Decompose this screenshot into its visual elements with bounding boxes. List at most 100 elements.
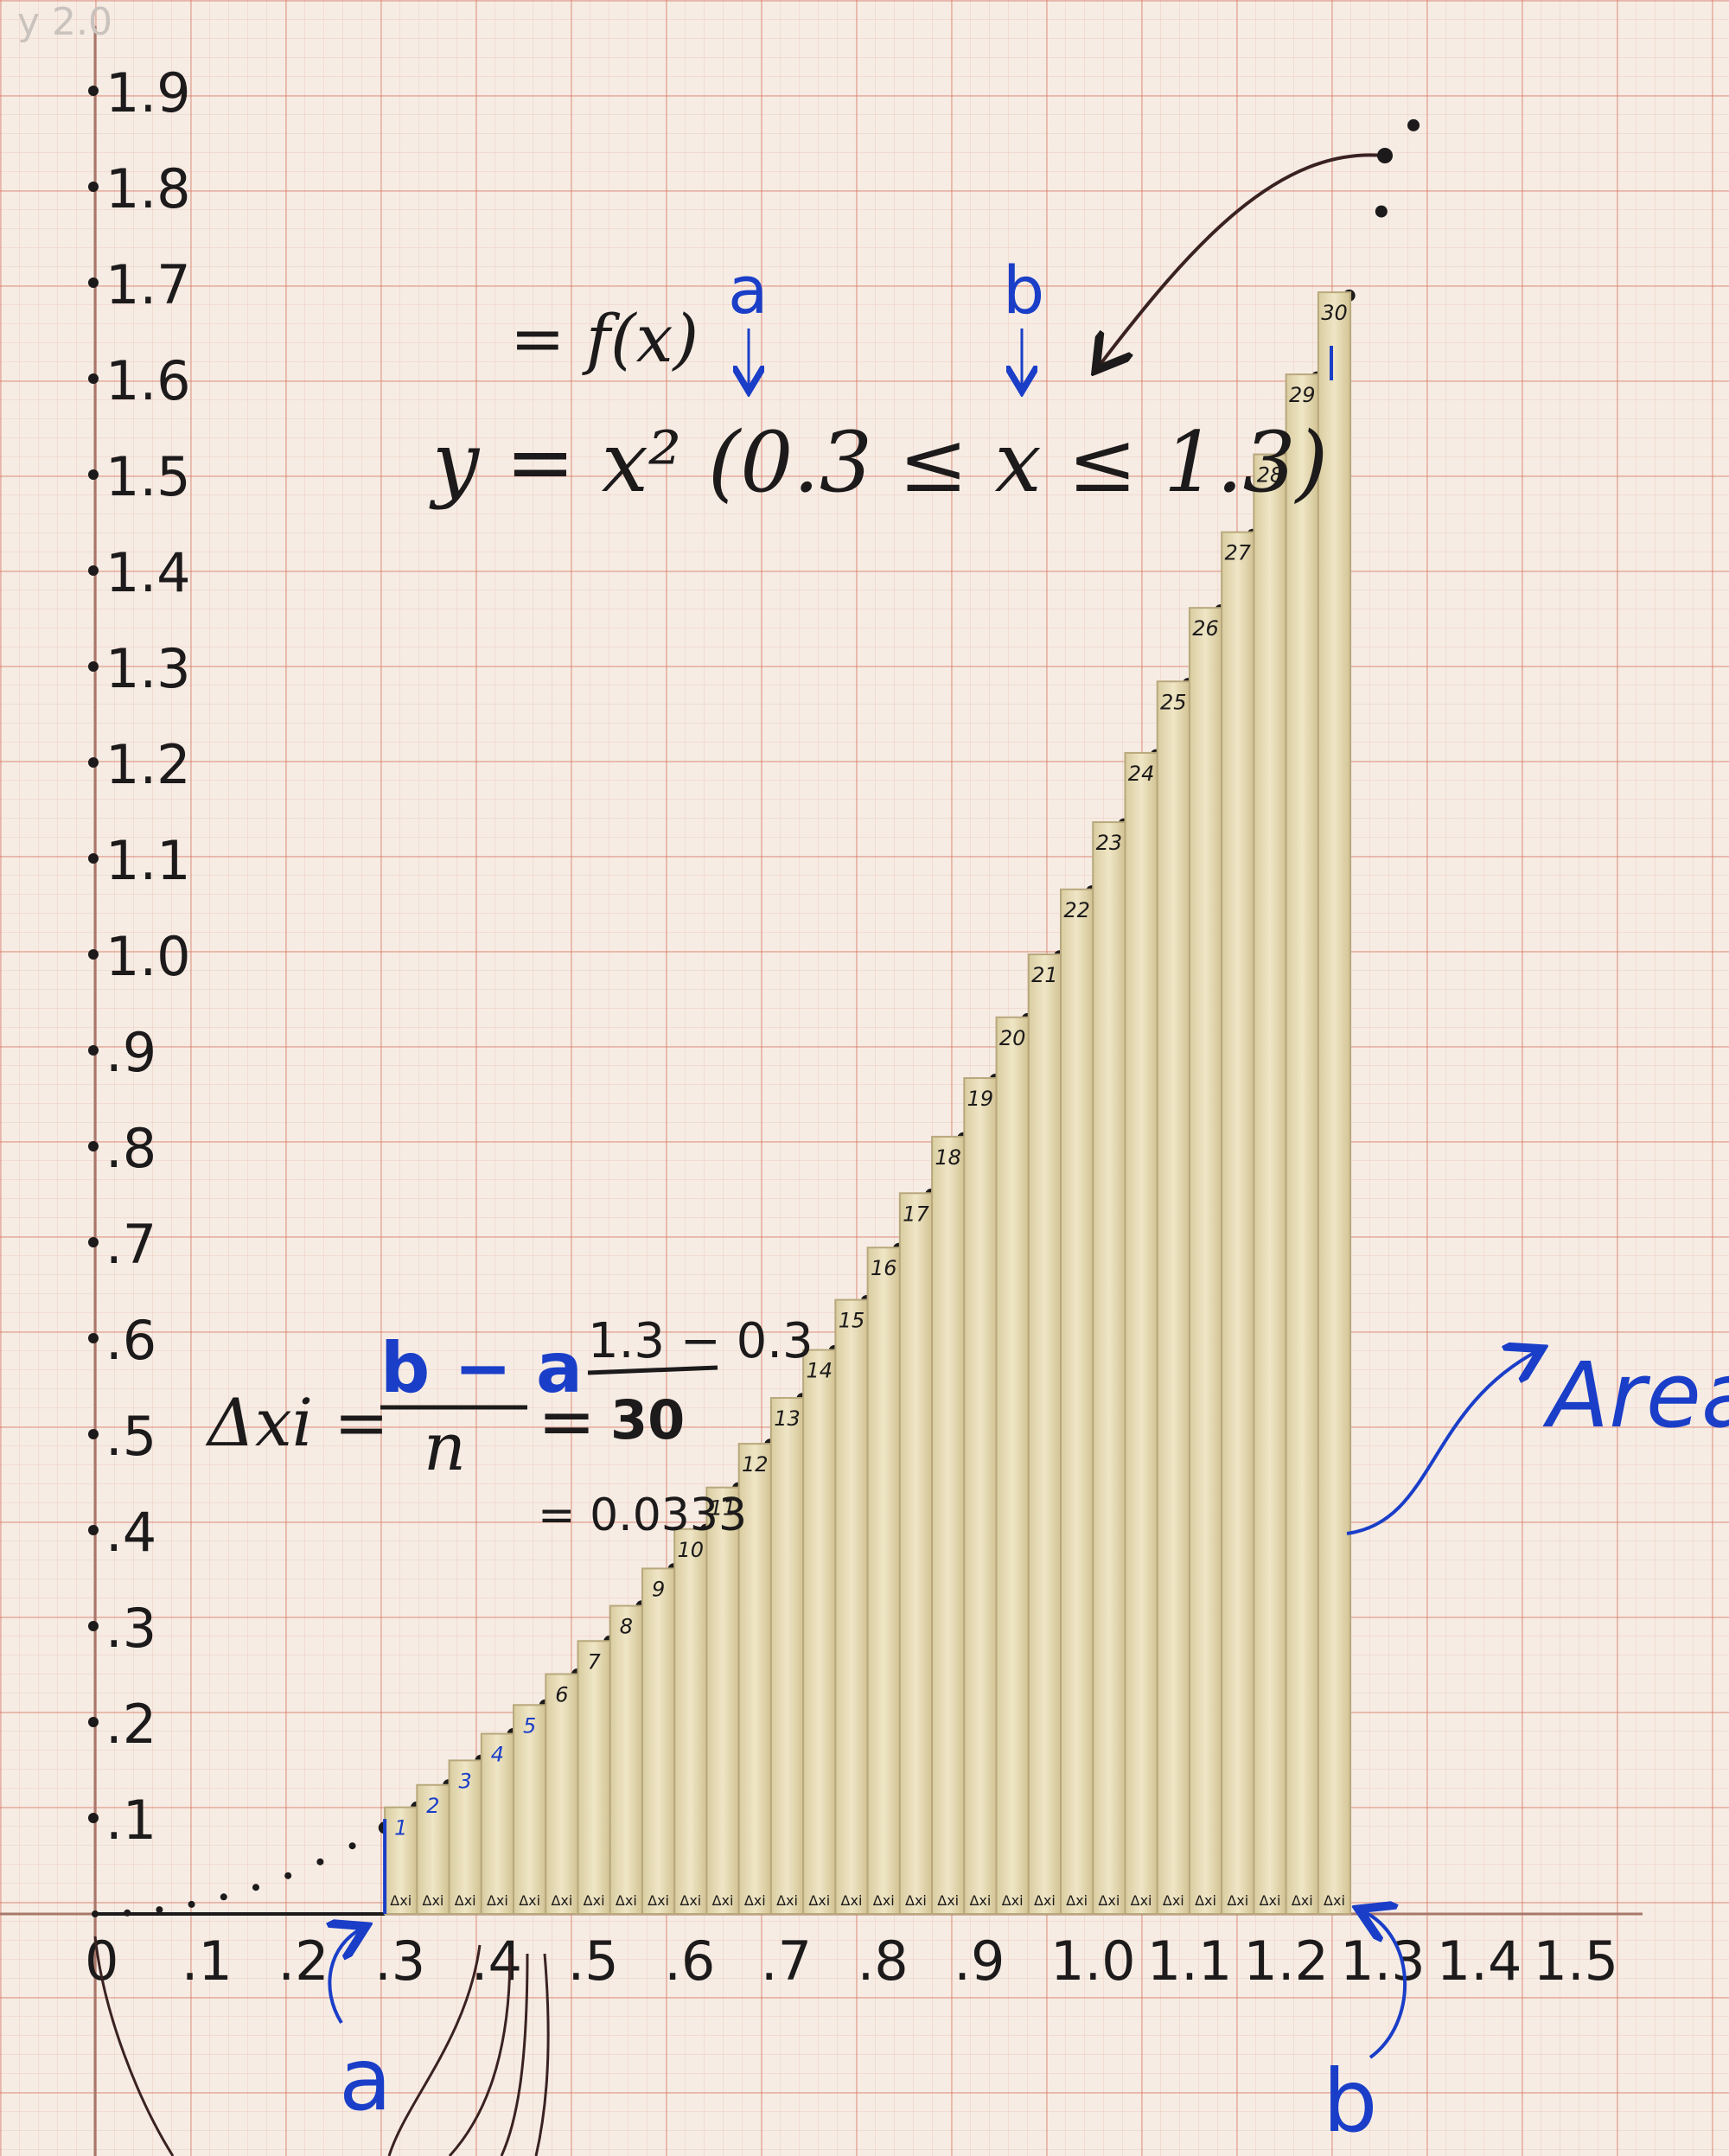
tick-scribble <box>387 1944 550 2156</box>
bar-base-label: Δxi <box>1195 1892 1216 1909</box>
y-tick-dot <box>88 661 99 672</box>
y-tick-dot <box>88 1141 99 1151</box>
bar-number: 7 <box>587 1649 601 1674</box>
bar-number: 3 <box>459 1769 472 1793</box>
delta-fraction-num: b − a <box>380 1328 583 1408</box>
riemann-bar <box>866 1247 901 1915</box>
riemann-bar <box>1124 751 1158 1915</box>
bar-number: 1 <box>394 1816 407 1840</box>
riemann-bar <box>931 1135 966 1915</box>
bar-number: 4 <box>491 1743 504 1767</box>
x-tick-label: .1 <box>182 1930 233 1993</box>
delta-lhs: Δxi = <box>205 1384 389 1461</box>
bar-number: 19 <box>967 1087 994 1111</box>
bar-base-label: Δxi <box>841 1892 863 1909</box>
bar-base-labels: Δxi Δxi Δxi Δxi Δxi Δxi Δxi Δxi Δxi Δxi Δxi Δxi Δxi Δ… <box>390 1892 1345 1909</box>
riemann-bar <box>1060 888 1094 1915</box>
y-tick-dot <box>88 86 99 96</box>
y-tick-dot <box>88 1717 99 1727</box>
bar-base-label: Δxi <box>487 1892 508 1909</box>
pointer-origin-dot <box>1377 148 1393 163</box>
faded-top-label: y 2.0 <box>17 0 112 44</box>
origin-scribble <box>93 1936 175 2156</box>
bar-number: 26 <box>1192 616 1219 641</box>
bar-base-label: Δxi <box>648 1892 669 1909</box>
y-tick-label: .7 <box>105 1213 156 1276</box>
bar-number: 2 <box>426 1794 439 1818</box>
y-tick-dot <box>88 182 99 192</box>
y-tick-dot <box>88 1621 99 1631</box>
bar-number: 9 <box>652 1577 665 1601</box>
y-tick-label: 1.5 <box>105 445 191 508</box>
riemann-bar <box>1221 531 1255 1915</box>
function-pointer-arrow <box>1098 153 1384 367</box>
riemann-bar <box>1156 680 1190 1915</box>
curve-dot <box>188 1900 195 1908</box>
bar-number: 30 <box>1321 301 1348 325</box>
riemann-bar <box>1285 373 1319 1916</box>
bar-base-label: Δxi <box>423 1892 444 1909</box>
bar-number: 6 <box>555 1683 568 1707</box>
y-tick-dot <box>88 1333 99 1343</box>
bottom-markers: a b <box>93 346 1407 2156</box>
x-tick-label: 1.1 <box>1147 1930 1233 1993</box>
y-tick-dot <box>88 853 99 864</box>
delta-den2: 30 <box>610 1388 685 1451</box>
bar-number: 24 <box>1128 762 1155 786</box>
x-tick-label: .2 <box>278 1930 329 1993</box>
y-tick-label: .4 <box>105 1501 156 1564</box>
curve-dot <box>284 1872 292 1879</box>
riemann-bar <box>673 1528 708 1916</box>
riemann-bar <box>737 1443 772 1915</box>
a-label-top: a <box>728 252 769 329</box>
bar-number: 11 <box>710 1496 737 1521</box>
y-tick-dot <box>88 469 99 480</box>
x-tick-label: .8 <box>858 1930 909 1993</box>
bar-base-label: Δxi <box>937 1892 959 1909</box>
x-tick-labels: 0.1.2.3.4.5.6.7.8.9 1.0 1.1 1.2 1.3 1.4 1.5 <box>85 1930 1618 1993</box>
bar-base-label: Δxi <box>1066 1892 1088 1909</box>
curve-dot <box>156 1906 163 1914</box>
equation-main: y = x² (0.3 ≤ x ≤ 1.3) <box>429 414 1328 511</box>
riemann-bar <box>480 1732 515 1915</box>
bar-base-label: Δxi <box>616 1892 637 1909</box>
bar-base-label: Δxi <box>1002 1892 1024 1909</box>
y-tick-label: .6 <box>105 1309 156 1372</box>
x-tick-label: .6 <box>664 1930 715 1993</box>
curve-dot <box>316 1858 324 1866</box>
riemann-bar <box>641 1567 676 1916</box>
x-tick-label: .3 <box>374 1930 425 1993</box>
curve-dot <box>92 1910 99 1917</box>
bar-base-label: Δxi <box>584 1892 605 1909</box>
bar-base-label: Δxi <box>808 1892 830 1909</box>
y-tick-dot <box>88 1045 99 1056</box>
y-tick-label: .8 <box>105 1117 156 1180</box>
bar-base-label: Δxi <box>1324 1892 1345 1909</box>
bar-number: 14 <box>806 1359 833 1383</box>
riemann-bar <box>769 1397 805 1915</box>
bar-number: 27 <box>1225 541 1252 565</box>
bar-number: 16 <box>871 1256 897 1280</box>
y-tick-dot <box>88 1429 99 1439</box>
y-tick-label: 1.0 <box>105 925 191 988</box>
x-tick-label: .9 <box>954 1930 1005 1993</box>
y-tick-label: 1.2 <box>105 733 191 796</box>
bar-number: 12 <box>742 1452 769 1477</box>
x-tick-label: .5 <box>568 1930 619 1993</box>
riemann-bar <box>416 1783 450 1915</box>
area-arrow <box>1346 1350 1539 1535</box>
bar-number: 23 <box>1096 831 1123 855</box>
riemann-bar <box>1188 607 1223 1916</box>
bar-base-label: Δxi <box>744 1892 766 1909</box>
riemann-bar <box>898 1192 934 1916</box>
bar-base-label: Δxi <box>776 1892 798 1909</box>
b-label-top: b <box>1003 252 1044 329</box>
y-tick-dot <box>88 277 99 288</box>
delta-num2: 1.3 − 0.3 <box>588 1313 813 1369</box>
riemann-bar <box>1253 453 1287 1915</box>
riemann-bar <box>609 1604 643 1915</box>
bars <box>383 291 1352 1916</box>
delta-fraction-bar2 <box>587 1365 718 1375</box>
bar-number: 8 <box>620 1615 633 1639</box>
